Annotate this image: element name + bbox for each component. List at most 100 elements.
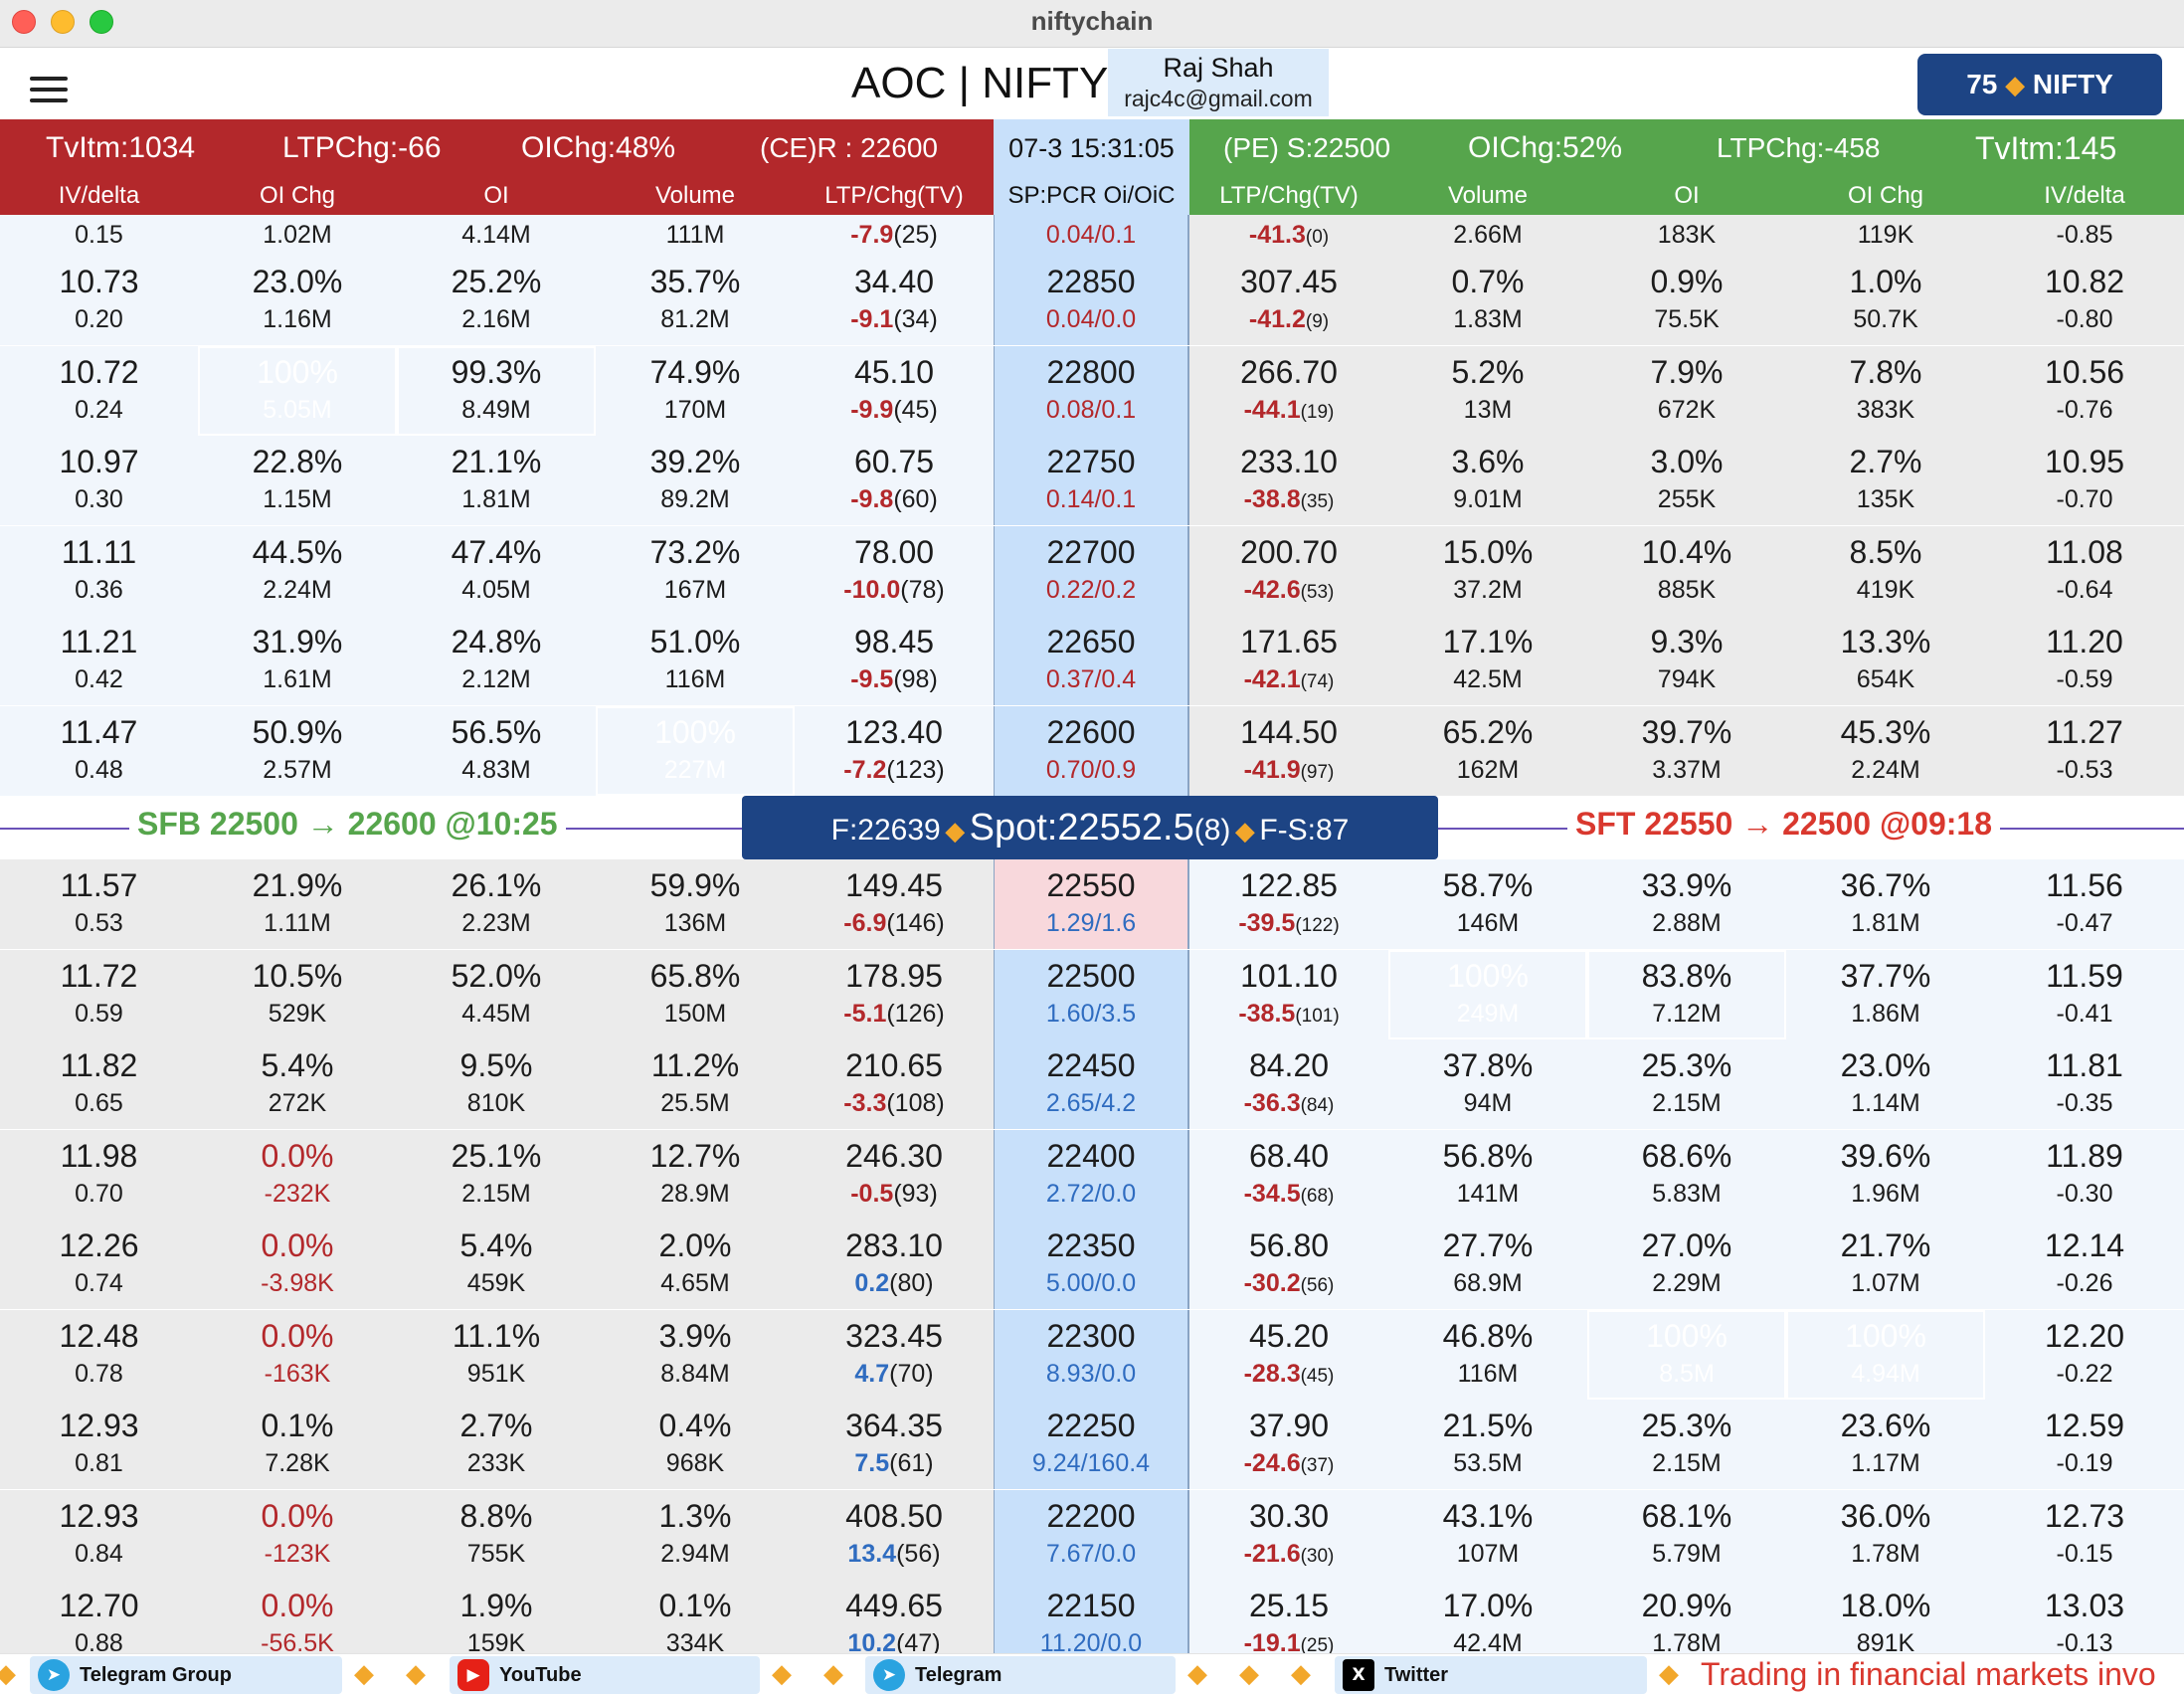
col-ce-ltp[interactable]: LTP/Chg(TV) bbox=[795, 177, 994, 215]
pe-oichg-cell[interactable]: 7.8% 383K bbox=[1786, 345, 1985, 436]
ce-oichg-cell[interactable]: 21.9% 1.11M bbox=[198, 859, 397, 949]
table-row[interactable]: 12.48 0.78 0.0% -163K 11.1% 951K 3.9% 8.84M 323.… bbox=[0, 1309, 2184, 1400]
pe-ltp-cell[interactable]: 45.20 -28.3(45) bbox=[1189, 1309, 1388, 1400]
ce-oi-cell[interactable]: 25.1% 2.15M bbox=[397, 1129, 596, 1220]
pe-iv-delta-cell[interactable]: 12.14 -0.26 bbox=[1985, 1220, 2184, 1309]
pe-volume-cell[interactable]: 58.7% 146M bbox=[1388, 859, 1587, 949]
minimize-window-button[interactable] bbox=[51, 10, 75, 34]
pe-oi-cell[interactable]: 39.7% 3.37M bbox=[1587, 705, 1786, 796]
ce-oi-cell[interactable]: 9.5% 810K bbox=[397, 1039, 596, 1129]
pe-ltp-cell[interactable]: 307.45 -41.2(9) bbox=[1189, 256, 1388, 345]
table-row[interactable]: 11.21 0.42 31.9% 1.61M 24.8% 2.12M 51.0% 116M 98… bbox=[0, 616, 2184, 705]
ce-iv-delta-cell[interactable]: 11.72 0.59 bbox=[0, 949, 198, 1039]
ce-volume-cell[interactable]: 59.9% 136M bbox=[596, 859, 795, 949]
pe-oi-cell[interactable]: 3.0% 255K bbox=[1587, 436, 1786, 525]
table-row[interactable]: 12.93 0.81 0.1% 7.28K 2.7% 233K 0.4% 968K 364.35… bbox=[0, 1400, 2184, 1489]
strike-cell[interactable]: 22700 0.22/0.2 bbox=[994, 525, 1189, 616]
strike-cell[interactable]: 22600 0.70/0.9 bbox=[994, 705, 1189, 796]
strike-cell[interactable]: 22650 0.37/0.4 bbox=[994, 616, 1189, 705]
table-row[interactable]: 10.73 0.20 23.0% 1.16M 25.2% 2.16M 35.7% 81.2M 3… bbox=[0, 256, 2184, 345]
strike-cell[interactable]: 0.04/0.1 bbox=[994, 215, 1189, 256]
pe-volume-cell[interactable]: 21.5% 53.5M bbox=[1388, 1400, 1587, 1489]
table-row[interactable]: 10.72 0.24 100% 5.05M 99.3% 8.49M 74.9% 170M 45.… bbox=[0, 345, 2184, 436]
pe-oi-cell[interactable]: 83.8% 7.12M bbox=[1587, 949, 1786, 1039]
ce-volume-cell[interactable]: 65.8% 150M bbox=[596, 949, 795, 1039]
strike-cell[interactable]: 22750 0.14/0.1 bbox=[994, 436, 1189, 525]
ce-ltp-cell[interactable]: 34.40 -9.1(34) bbox=[795, 256, 994, 345]
ce-ltp-cell[interactable]: 78.00 -10.0(78) bbox=[795, 525, 994, 616]
pe-volume-cell[interactable]: 0.7% 1.83M bbox=[1388, 256, 1587, 345]
pe-iv-delta-cell[interactable]: 10.95 -0.70 bbox=[1985, 436, 2184, 525]
pe-oichg-cell[interactable]: 36.0% 1.78M bbox=[1786, 1489, 1985, 1580]
ce-iv-delta-cell[interactable]: 12.93 0.81 bbox=[0, 1400, 198, 1489]
pe-oichg-cell[interactable]: 45.3% 2.24M bbox=[1786, 705, 1985, 796]
pe-ltp-cell[interactable]: 122.85 -39.5(122) bbox=[1189, 859, 1388, 949]
ce-volume-cell[interactable]: 74.9% 170M bbox=[596, 345, 795, 436]
ce-oichg-cell[interactable]: 0.0% -3.98K bbox=[198, 1220, 397, 1309]
ce-volume-cell[interactable]: 111M bbox=[596, 215, 795, 256]
table-row[interactable]: 12.93 0.84 0.0% -123K 8.8% 755K 1.3% 2.94M 408.5… bbox=[0, 1489, 2184, 1580]
pe-ltp-cell[interactable]: -41.3(0) bbox=[1189, 215, 1388, 256]
ce-oi-cell[interactable]: 25.2% 2.16M bbox=[397, 256, 596, 345]
pe-volume-cell[interactable]: 37.8% 94M bbox=[1388, 1039, 1587, 1129]
ce-oichg-cell[interactable]: 44.5% 2.24M bbox=[198, 525, 397, 616]
pe-oi-cell[interactable]: 7.9% 672K bbox=[1587, 345, 1786, 436]
pe-oi-cell[interactable]: 25.3% 2.15M bbox=[1587, 1400, 1786, 1489]
strike-cell[interactable]: 22400 2.72/0.0 bbox=[994, 1129, 1189, 1220]
col-pe-oi[interactable]: OI bbox=[1587, 177, 1786, 215]
pe-iv-delta-cell[interactable]: 11.89 -0.30 bbox=[1985, 1129, 2184, 1220]
table-row[interactable]: 11.57 0.53 21.9% 1.11M 26.1% 2.23M 59.9% 136M 14… bbox=[0, 859, 2184, 949]
pe-volume-cell[interactable]: 100% 249M bbox=[1388, 949, 1587, 1039]
telegram-link[interactable]: ➤ Telegram bbox=[865, 1656, 1176, 1694]
table-row[interactable]: 0.15 1.02M 4.14M 111M -7.9(25) 0.04/0.1 -41.3(… bbox=[0, 215, 2184, 256]
pe-iv-delta-cell[interactable]: 12.73 -0.15 bbox=[1985, 1489, 2184, 1580]
ce-volume-cell[interactable]: 73.2% 167M bbox=[596, 525, 795, 616]
col-pe-ltp[interactable]: LTP/Chg(TV) bbox=[1189, 177, 1388, 215]
ce-ltp-cell[interactable]: 449.65 10.2(47) bbox=[795, 1580, 994, 1657]
ce-oi-cell[interactable]: 52.0% 4.45M bbox=[397, 949, 596, 1039]
ce-oichg-cell[interactable]: 0.0% -163K bbox=[198, 1309, 397, 1400]
pe-ltp-cell[interactable]: 30.30 -21.6(30) bbox=[1189, 1489, 1388, 1580]
col-pe-iv-delta[interactable]: IV/delta bbox=[1985, 177, 2184, 215]
pe-oichg-cell[interactable]: 36.7% 1.81M bbox=[1786, 859, 1985, 949]
ce-volume-cell[interactable]: 0.4% 968K bbox=[596, 1400, 795, 1489]
table-row[interactable]: 12.26 0.74 0.0% -3.98K 5.4% 459K 2.0% 4.65M 283.… bbox=[0, 1220, 2184, 1309]
ce-volume-cell[interactable]: 51.0% 116M bbox=[596, 616, 795, 705]
ce-oichg-cell[interactable]: 31.9% 1.61M bbox=[198, 616, 397, 705]
pe-iv-delta-cell[interactable]: 12.20 -0.22 bbox=[1985, 1309, 2184, 1400]
pe-volume-cell[interactable]: 43.1% 107M bbox=[1388, 1489, 1587, 1580]
youtube-link[interactable]: ▶ YouTube bbox=[450, 1656, 760, 1694]
ce-oi-cell[interactable]: 5.4% 459K bbox=[397, 1220, 596, 1309]
table-row[interactable]: 11.72 0.59 10.5% 529K 52.0% 4.45M 65.8% 150M 178… bbox=[0, 949, 2184, 1039]
ce-iv-delta-cell[interactable]: 10.73 0.20 bbox=[0, 256, 198, 345]
pe-volume-cell[interactable]: 15.0% 37.2M bbox=[1388, 525, 1587, 616]
ce-iv-delta-cell[interactable]: 11.57 0.53 bbox=[0, 859, 198, 949]
ce-oi-cell[interactable]: 21.1% 1.81M bbox=[397, 436, 596, 525]
pe-volume-cell[interactable]: 46.8% 116M bbox=[1388, 1309, 1587, 1400]
ce-ltp-cell[interactable]: 45.10 -9.9(45) bbox=[795, 345, 994, 436]
pe-oichg-cell[interactable]: 21.7% 1.07M bbox=[1786, 1220, 1985, 1309]
ce-iv-delta-cell[interactable]: 11.82 0.65 bbox=[0, 1039, 198, 1129]
pe-ltp-cell[interactable]: 171.65 -42.1(74) bbox=[1189, 616, 1388, 705]
pe-oichg-cell[interactable]: 100% 4.94M bbox=[1786, 1309, 1985, 1400]
ce-oi-cell[interactable]: 26.1% 2.23M bbox=[397, 859, 596, 949]
ce-oi-cell[interactable]: 47.4% 4.05M bbox=[397, 525, 596, 616]
pe-ltp-cell[interactable]: 144.50 -41.9(97) bbox=[1189, 705, 1388, 796]
pe-oi-cell[interactable]: 27.0% 2.29M bbox=[1587, 1220, 1786, 1309]
ce-ltp-cell[interactable]: 60.75 -9.8(60) bbox=[795, 436, 994, 525]
pe-oi-cell[interactable]: 100% 8.5M bbox=[1587, 1309, 1786, 1400]
telegram-group-link[interactable]: ➤ Telegram Group bbox=[30, 1656, 342, 1694]
pe-oi-cell[interactable]: 183K bbox=[1587, 215, 1786, 256]
table-row[interactable]: 12.70 0.88 0.0% -56.5K 1.9% 159K 0.1% 334K 449.6… bbox=[0, 1580, 2184, 1657]
pe-volume-cell[interactable]: 56.8% 141M bbox=[1388, 1129, 1587, 1220]
pe-iv-delta-cell[interactable]: 11.81 -0.35 bbox=[1985, 1039, 2184, 1129]
pe-iv-delta-cell[interactable]: 10.56 -0.76 bbox=[1985, 345, 2184, 436]
ce-volume-cell[interactable]: 3.9% 8.84M bbox=[596, 1309, 795, 1400]
strike-cell[interactable]: 22850 0.04/0.0 bbox=[994, 256, 1189, 345]
pe-iv-delta-cell[interactable]: 11.08 -0.64 bbox=[1985, 525, 2184, 616]
ce-iv-delta-cell[interactable]: 11.98 0.70 bbox=[0, 1129, 198, 1220]
ce-volume-cell[interactable]: 39.2% 89.2M bbox=[596, 436, 795, 525]
col-pe-volume[interactable]: Volume bbox=[1388, 177, 1587, 215]
pe-ltp-cell[interactable]: 68.40 -34.5(68) bbox=[1189, 1129, 1388, 1220]
ce-oichg-cell[interactable]: 1.02M bbox=[198, 215, 397, 256]
